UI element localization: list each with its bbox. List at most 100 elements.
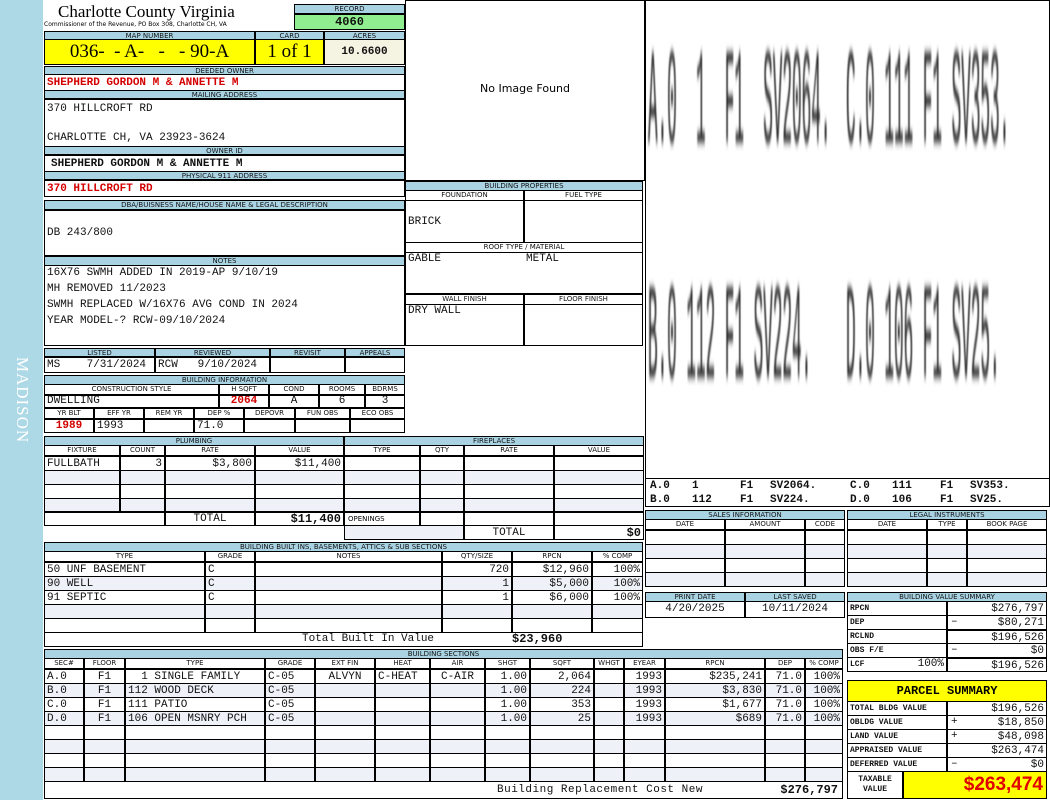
building-info-value: 1989 — [44, 419, 94, 433]
builtins-total-row — [44, 632, 643, 647]
sales-column-header: DATE — [645, 519, 725, 530]
sketch-legend-item: D.0 — [850, 494, 870, 506]
sections-empty-cell — [125, 739, 265, 754]
sales-empty-cell — [725, 530, 805, 545]
notes-line: MH REMOVED 11/2023 — [47, 283, 166, 295]
building-info-value — [244, 419, 295, 433]
sections-empty-cell — [375, 767, 430, 782]
sections-cell: 1993 — [624, 669, 665, 684]
fireplaces-empty-cell — [420, 456, 464, 471]
sections-empty-cell — [624, 767, 665, 782]
sections-cell: 2,064 — [530, 669, 594, 684]
plumbing-empty-cell — [255, 470, 344, 485]
taxable-value-label: TAXABLE VALUE — [847, 771, 903, 799]
page-subtitle: Commissioner of the Revenue, PO Box 308,… — [44, 21, 227, 28]
sections-empty-cell — [665, 739, 765, 754]
builtins-empty-cell — [255, 618, 442, 633]
mailing-address-line2: CHARLOTTE CH, VA 23923-3624 — [47, 132, 226, 144]
builtins-empty-cell — [205, 618, 255, 633]
sections-empty-cell — [430, 725, 485, 740]
replacement-cost-label: Building Replacement Cost New — [497, 784, 703, 796]
builtins-column-header: GRADE — [205, 551, 255, 562]
fireplaces-openings-cell — [420, 511, 464, 526]
fireplaces-empty-cell — [344, 484, 420, 499]
parcel-row-value: $263,474 — [947, 743, 1047, 758]
sections-cell — [594, 669, 624, 684]
legal-empty-cell — [967, 530, 1047, 545]
sections-cell: 1.00 — [485, 697, 530, 712]
building-info-header: H SQFT — [219, 384, 269, 395]
building-info-value: 1993 — [94, 419, 144, 433]
record-label: RECORD — [294, 4, 405, 14]
plumbing-empty-cell — [44, 470, 120, 485]
building-info-header: BDRMS — [365, 384, 405, 395]
sketch-legend-item: 111 — [892, 480, 912, 492]
builtins-column-header: QTY/SIZE — [442, 551, 512, 562]
sections-empty-cell — [375, 739, 430, 754]
fireplaces-empty-cell — [464, 470, 554, 485]
sections-empty-cell — [805, 739, 843, 754]
sections-empty-cell — [84, 767, 125, 782]
plumbing-column-header: VALUE — [255, 445, 344, 456]
sales-empty-cell — [725, 572, 805, 587]
sales-empty-cell — [805, 572, 845, 587]
builtins-column-header: NOTES — [255, 551, 442, 562]
sections-column-header: TYPE — [125, 658, 265, 669]
sections-cell: 1.00 — [485, 683, 530, 698]
building-info-header: CONSTRUCTION STYLE — [44, 384, 219, 395]
sections-cell: 1.00 — [485, 711, 530, 726]
parcel-row-sign: – — [951, 758, 958, 770]
sketch-area-label: B.0 112 F1 SV224. — [648, 266, 812, 420]
acres-value: 10.6600 — [324, 39, 405, 65]
parcel-row-sign — [949, 701, 961, 715]
sections-cell: 25 — [530, 711, 594, 726]
mailing-address-line1: 370 HILLCROFT RD — [47, 103, 153, 115]
sections-empty-cell — [805, 725, 843, 740]
mailing-address-label: MAILING ADDRESS — [44, 90, 405, 99]
builtins-column-header: % COMP — [592, 551, 643, 562]
floor-finish-value — [524, 304, 643, 346]
sections-cell: 1 SINGLE FAMILY — [125, 669, 265, 684]
sections-empty-cell — [84, 739, 125, 754]
sections-empty-cell — [125, 767, 265, 782]
legal-empty-cell — [847, 572, 927, 587]
parcel-row-label: LAND VALUE — [847, 729, 947, 744]
sketch-legend-item: 1 — [692, 480, 699, 492]
sections-cell — [315, 697, 375, 712]
sections-empty-cell — [530, 753, 594, 768]
sections-empty-cell — [375, 753, 430, 768]
parcel-row-value: $48,098 — [947, 729, 1047, 744]
sections-cell: 71.0 — [765, 711, 805, 726]
sections-cell: $235,241 — [665, 669, 765, 684]
building-info-header: ROOMS — [319, 384, 365, 395]
sections-cell: C.0 — [44, 697, 84, 712]
sections-cell: B.0 — [44, 683, 84, 698]
sections-cell — [430, 697, 485, 712]
page-title: Charlotte County Virginia — [58, 2, 235, 21]
sections-empty-cell — [125, 725, 265, 740]
sections-empty-cell — [315, 725, 375, 740]
sales-column-header: CODE — [805, 519, 845, 530]
sections-cell: D.0 — [44, 711, 84, 726]
sections-cell: F1 — [84, 683, 125, 698]
builtins-empty-cell — [512, 604, 592, 619]
parcel-row-value: $0 — [947, 757, 1047, 772]
building-info-value: 2064 — [219, 395, 269, 408]
plumbing-total-blank — [44, 511, 165, 526]
builtins-cell: $5,000 — [512, 576, 592, 591]
sections-cell: 111 PATIO — [125, 697, 265, 712]
review-value: RCW 9/10/2024 — [155, 357, 270, 373]
notes-line: YEAR MODEL-? RCW-09/10/2024 — [47, 315, 226, 327]
sections-cell — [594, 711, 624, 726]
sections-column-header: WHGT — [594, 658, 624, 669]
fireplaces-total-value: $0 — [554, 525, 644, 540]
building-info-value — [144, 419, 194, 433]
bvs-row-value: $196,526 — [947, 657, 1047, 672]
review-header: LISTED — [44, 348, 155, 357]
sections-cell: C-05 — [265, 669, 315, 684]
sections-empty-cell — [805, 753, 843, 768]
sections-cell: 71.0 — [765, 697, 805, 712]
builtins-empty-cell — [592, 618, 643, 633]
sketch-legend-item: A.0 — [650, 480, 670, 492]
no-image-text: No Image Found — [480, 82, 570, 95]
